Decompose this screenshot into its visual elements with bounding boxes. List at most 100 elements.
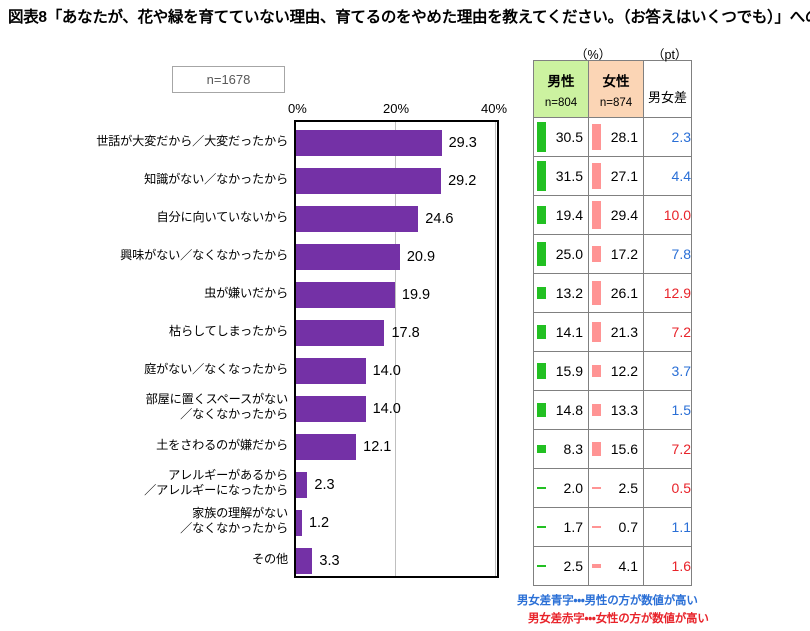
category-label-line: 世話が大変だから／大変だったから (96, 133, 288, 148)
male-value: 31.5 (555, 168, 583, 184)
gender-stats-table: 男性 n=804 女性 n=874 男女差 30.5 28.1 2.3 31.5 27.… (533, 60, 692, 586)
category-label-line: 知識がない／なかったから (144, 171, 288, 186)
gender-stats-table-body: 30.5 28.1 2.3 31.5 27.1 4.4 19.4 29.4 10.0 25.0 17… (533, 117, 692, 586)
mini-bar-slot (592, 238, 606, 270)
table-header-female-title: 女性 (602, 73, 630, 89)
table-cell: 28.1 (588, 117, 644, 157)
bar-value-label: 1.2 (308, 515, 330, 531)
bar-value-label: 19.9 (401, 287, 431, 303)
diff-value: 1.1 (643, 507, 692, 547)
category-label: 自分に向いていないから (63, 209, 289, 225)
male-value: 8.3 (563, 441, 583, 457)
bar-row: 1.2 (296, 504, 497, 542)
category-label: その他 (63, 552, 288, 567)
axis-tick-20: 20% (383, 101, 410, 116)
female-mini-bar (592, 486, 601, 490)
table-cell: 4.1 (588, 546, 644, 586)
table-cell: 2.0 (533, 468, 589, 508)
table-cell: 15.9 (533, 351, 589, 391)
diff-value: 1.5 (643, 390, 692, 430)
female-value: 4.1 (618, 558, 638, 574)
female-mini-bar (592, 403, 601, 417)
category-label: 知識がない／なかったから (63, 172, 288, 187)
female-mini-bar (592, 123, 601, 151)
mini-bar-slot (537, 199, 551, 231)
table-cell: 14.1 (533, 312, 589, 352)
category-label-line: 部屋に置くスペースがない (145, 392, 289, 406)
bar-value-label: 29.3 (448, 135, 477, 151)
bar (296, 130, 442, 156)
table-cell: 8.3 (533, 429, 589, 469)
gridline-40-percent (495, 122, 496, 576)
mini-bar-slot (537, 472, 551, 504)
mini-bar-slot (592, 121, 606, 153)
category-label-line: アレルギーがあるから (168, 468, 288, 482)
axis-tick-40: 40% (481, 101, 508, 116)
diff-value: 2.3 (643, 117, 692, 157)
mini-bar-slot (537, 394, 551, 426)
male-value: 15.9 (555, 363, 583, 379)
mini-bar-slot (537, 511, 551, 543)
unit-label-point: （pt） (652, 48, 688, 62)
bar-value-label: 3.3 (319, 553, 340, 569)
bar-value-label: 29.2 (448, 173, 477, 189)
mini-bar-slot (537, 160, 551, 192)
category-label-line: ／なくなかったから (180, 407, 288, 421)
table-header-male-title: 男性 (547, 73, 575, 89)
bar-row: 29.3 (296, 124, 497, 162)
table-row: 1.7 0.7 1.1 (533, 507, 692, 547)
table-cell: 19.4 (533, 195, 589, 235)
category-label: アレルギーがあるから ／アレルギーになったから (63, 468, 288, 498)
category-label-line: 自分に向いていないから (156, 209, 289, 224)
bar-value-label: 14.0 (372, 363, 401, 379)
category-label-line: 庭がない／なくなったから (144, 361, 288, 376)
bar-value-label: 17.8 (391, 325, 420, 341)
diff-value: 12.9 (643, 273, 692, 313)
category-label: 土をさわるのが嫌だから (63, 438, 288, 453)
table-row: 2.5 4.1 1.6 (533, 546, 692, 586)
female-value: 13.3 (610, 402, 638, 418)
male-mini-bar (537, 402, 546, 418)
legend-note-female-higher: 男女差赤字・・・女性の方が数値が高い (528, 613, 709, 625)
category-label: 庭がない／なくなったから (63, 362, 288, 377)
male-value: 2.5 (563, 558, 583, 574)
female-mini-bar (592, 441, 601, 457)
female-value: 21.3 (610, 324, 638, 340)
category-label-line: その他 (252, 551, 288, 566)
bar-value-label: 12.1 (363, 439, 392, 455)
bar-value-label: 14.0 (372, 401, 401, 417)
table-cell: 14.8 (533, 390, 589, 430)
mini-bar-slot (592, 277, 606, 309)
table-cell: 2.5 (588, 468, 644, 508)
table-header-female: 女性 n=874 (588, 60, 644, 118)
female-value: 28.1 (610, 129, 638, 145)
table-cell: 26.1 (588, 273, 644, 313)
bar-row: 24.6 (296, 200, 497, 238)
table-header-diff: 男女差 (643, 60, 692, 118)
table-row: 15.9 12.2 3.7 (533, 351, 692, 391)
mini-bar-slot (537, 355, 551, 387)
bar (296, 434, 357, 460)
table-cell: 31.5 (533, 156, 589, 196)
female-mini-bar (592, 365, 601, 377)
bar (296, 168, 442, 194)
male-mini-bar (537, 205, 546, 225)
male-value: 14.8 (555, 402, 583, 418)
bar (296, 396, 366, 422)
male-value: 30.5 (555, 129, 583, 145)
table-cell: 2.5 (533, 546, 589, 586)
category-label: 世話が大変だから／大変だったから (63, 134, 288, 149)
male-mini-bar (537, 564, 546, 568)
sample-size-label: n=1678 (206, 72, 251, 87)
category-label-line: ／アレルギーになったから (144, 483, 288, 497)
bar-chart-plot-area: 29.3 29.2 24.6 20.9 19.9 17.8 14.0 14.0 12.1 2.3 1… (294, 120, 499, 578)
mini-bar-slot (537, 433, 551, 465)
category-label: 興味がない／なくなかったから (63, 248, 288, 263)
female-value: 17.2 (610, 246, 638, 262)
male-mini-bar (537, 526, 546, 528)
category-label: 枯らしてしまったから (63, 324, 288, 339)
category-label-line: ／なくなかったから (180, 521, 288, 535)
table-row: 25.0 17.2 7.8 (533, 234, 692, 274)
female-value: 0.7 (618, 519, 638, 535)
female-mini-bar (592, 163, 601, 189)
